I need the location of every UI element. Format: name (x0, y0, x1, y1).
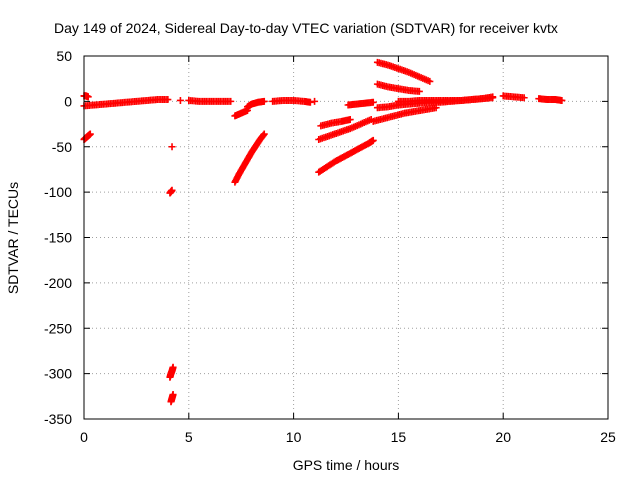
data-point (369, 136, 377, 144)
data-point (168, 143, 176, 151)
data-series-segment-16 (315, 116, 375, 143)
x-tick-label: 0 (80, 429, 88, 445)
data-series-segment-13 (269, 96, 314, 106)
data-point (164, 96, 172, 104)
x-tick-label: 5 (185, 429, 193, 445)
data-series-segment-23 (394, 94, 497, 105)
data-point (84, 93, 92, 101)
data-point (311, 97, 319, 105)
data-point (369, 98, 377, 106)
y-tick-label: 0 (64, 93, 72, 109)
data-point (86, 130, 94, 138)
data-series-segment-18 (344, 98, 377, 109)
data-point (306, 98, 314, 106)
data-series-segment-08 (176, 96, 184, 104)
data-series-segment-05 (166, 186, 176, 197)
data-point (432, 104, 440, 112)
data-series-segment-20 (373, 80, 423, 95)
data-series-segment-14 (311, 97, 319, 105)
y-tick-label: -350 (44, 411, 72, 427)
data-point (169, 363, 177, 371)
x-tick-label: 25 (600, 429, 616, 445)
data-point (168, 186, 176, 194)
x-axis-label: GPS time / hours (293, 457, 400, 473)
data-series-segment-06 (166, 363, 177, 381)
data-series-segment-07 (167, 390, 177, 406)
data-series-segment-19 (373, 58, 434, 85)
data-series-segment-04 (168, 143, 176, 151)
y-tick-label: -150 (44, 230, 72, 246)
data-point (346, 116, 354, 124)
y-axis-label: SDTVAR / TECUs (5, 182, 21, 294)
data-point (176, 96, 184, 104)
data-point (169, 390, 177, 398)
data-series-segment-01 (80, 92, 92, 101)
y-tick-label: -300 (44, 366, 72, 382)
data-point (558, 96, 566, 104)
data-series-segment-12 (243, 97, 268, 111)
x-tick-label: 10 (286, 429, 302, 445)
x-tick-label: 15 (391, 429, 407, 445)
data-point (415, 87, 423, 95)
data-series-segment-25 (535, 95, 566, 104)
data-point (426, 77, 434, 85)
data-point (260, 130, 268, 138)
data-series-segment-15 (317, 116, 354, 130)
data-series-segment-17 (315, 136, 377, 176)
data-point (520, 94, 528, 102)
data-series-segment-09 (185, 96, 235, 105)
data-point (260, 97, 268, 105)
y-tick-label: -250 (44, 320, 72, 336)
y-tick-label: -200 (44, 275, 72, 291)
y-tick-label: -100 (44, 184, 72, 200)
x-tick-label: 20 (495, 429, 511, 445)
plot-frame (83, 55, 609, 420)
y-tick-label: -50 (52, 139, 72, 155)
data-point (227, 97, 235, 105)
data-series-segment-24 (499, 92, 528, 102)
y-tick-label: 50 (56, 48, 72, 64)
chart-title: Day 149 of 2024, Sidereal Day-to-day VTE… (54, 20, 558, 36)
data-series-segment-11 (231, 130, 268, 186)
data-point (489, 94, 497, 102)
data-series-segment-02 (80, 96, 172, 110)
tick-labels: 0 5 10 15 20 25 50 0 -50 -100 -150 -200 -250 -300 -350 (44, 48, 616, 445)
data-points (80, 58, 566, 406)
data-series-segment-22 (369, 104, 440, 125)
